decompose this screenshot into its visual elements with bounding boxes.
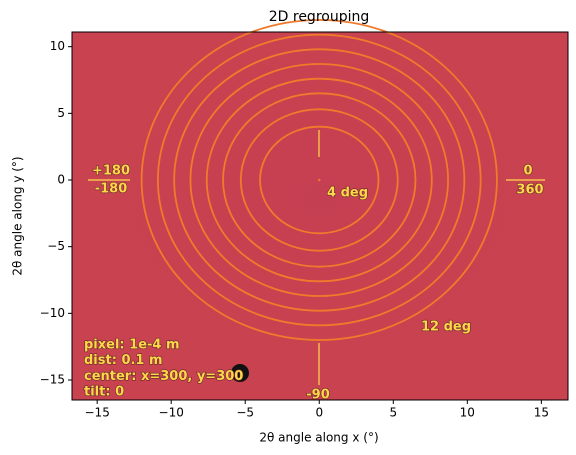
annotation: -180	[95, 182, 128, 197]
x-tick-label: 0	[315, 406, 323, 420]
ring	[173, 48, 466, 312]
info-line: dist: 0.1 m	[84, 353, 163, 368]
plot-area: +180 -180 0 360 4 deg 12 deg -90 pixel: 1e-4 md…	[72, 19, 568, 403]
info-line: tilt: 0	[84, 385, 124, 400]
ring	[140, 19, 498, 341]
y-tick-label: −5	[47, 239, 65, 253]
info-line: pixel: 1e-4 m	[84, 338, 180, 353]
chart-title: 2D regrouping	[269, 9, 370, 25]
info-line: center: x=300, y=300	[84, 369, 243, 384]
x-axis-label: 2θ angle along x (°)	[259, 431, 378, 445]
x-tick-label: −5	[236, 406, 254, 420]
y-tick-label: 0	[57, 173, 65, 187]
ring	[239, 108, 399, 252]
ring	[189, 63, 449, 297]
ring	[259, 125, 380, 235]
y-axis-label: 2θ angle along y (°)	[11, 156, 25, 275]
x-tick-label: 5	[389, 406, 397, 420]
y-tick-label: 5	[57, 106, 65, 120]
x-tick-label: 15	[534, 406, 549, 420]
annotation: 12 deg	[421, 320, 471, 335]
annotation: -90	[306, 388, 330, 403]
annotation: 360	[516, 183, 543, 198]
y-tick-label: −10	[40, 306, 65, 320]
x-tick-label: 10	[460, 406, 475, 420]
blob	[231, 364, 249, 382]
ring	[222, 92, 417, 268]
annotation: 0	[523, 164, 532, 179]
y-tick-label: 10	[50, 39, 65, 53]
center-dot	[318, 178, 321, 182]
ring	[205, 77, 433, 283]
x-tick-label: −15	[85, 406, 110, 420]
axes-frame	[71, 31, 569, 401]
annotation: 4 deg	[327, 186, 368, 201]
y-tick-label: −15	[40, 373, 65, 387]
annotation: +180	[92, 164, 130, 179]
ring	[156, 33, 482, 327]
x-tick-label: −10	[159, 406, 184, 420]
